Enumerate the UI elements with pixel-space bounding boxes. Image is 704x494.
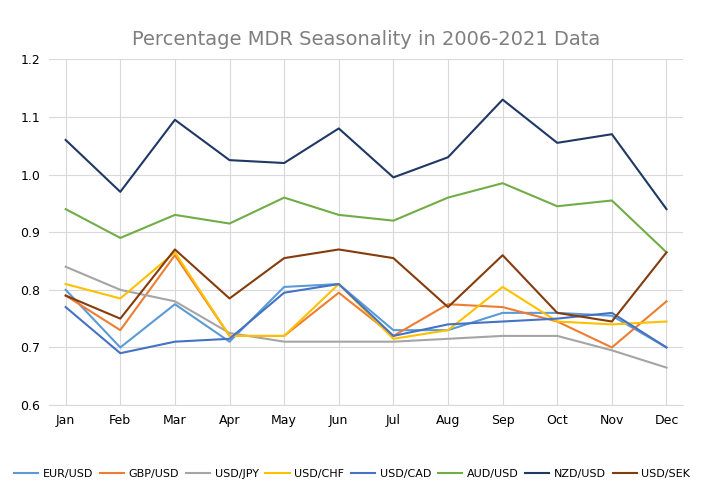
Legend: EUR/USD, GBP/USD, USD/JPY, USD/CHF, USD/CAD, AUD/USD, NZD/USD, USD/SEK: EUR/USD, GBP/USD, USD/JPY, USD/CHF, USD/… xyxy=(9,465,695,484)
Title: Percentage MDR Seasonality in 2006-2021 Data: Percentage MDR Seasonality in 2006-2021 … xyxy=(132,31,601,49)
